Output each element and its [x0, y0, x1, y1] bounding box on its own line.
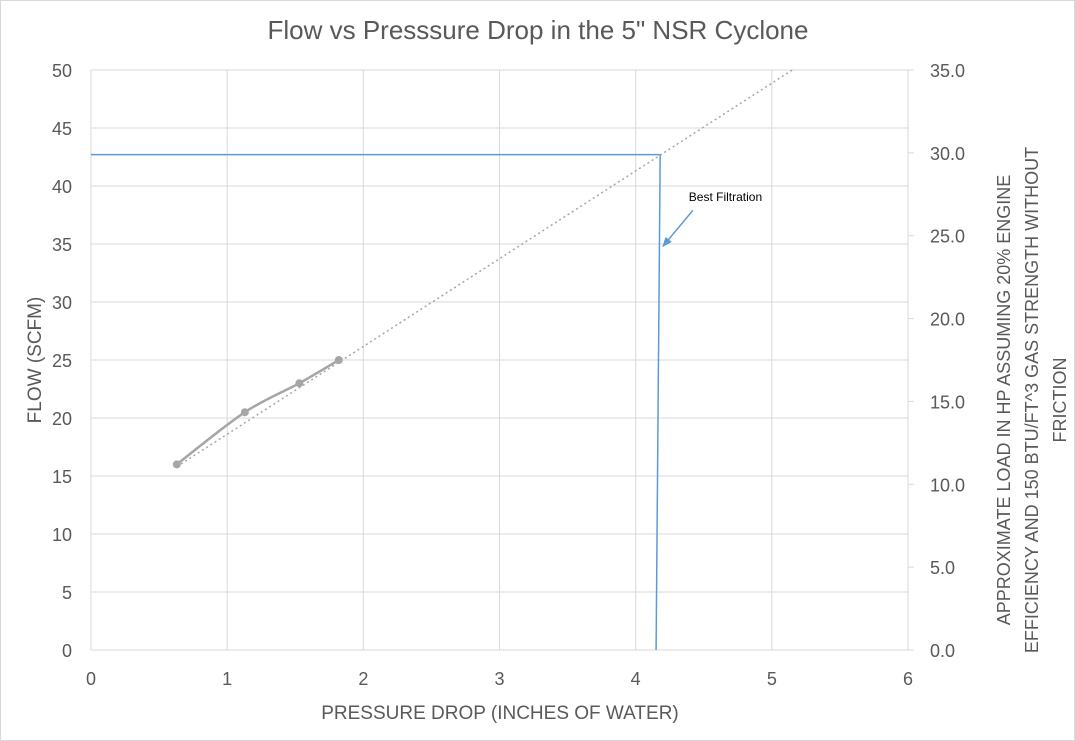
marker-line-vertical: [655, 154, 661, 651]
trendline: [176, 69, 793, 468]
y2-tick-label-3: 15.0: [930, 392, 965, 412]
y2-axis-label-line-3: FRICTION: [1050, 358, 1070, 443]
series-0-point-0: [172, 460, 181, 469]
y2-tick-label-0: 0.0: [930, 641, 955, 661]
x-tick-label-4: 4: [631, 669, 641, 689]
y-tick-label-7: 35: [52, 235, 72, 255]
x-tick-labels: 0 1 2 3 4 5 6: [86, 669, 913, 689]
x-tick-label-5: 5: [767, 669, 777, 689]
series-0-point-1: [240, 408, 249, 417]
chart-title: Flow vs Presssure Drop in the 5" NSR Cyc…: [268, 15, 809, 45]
y-tick-labels: 0 5 10 15 20 25 30 35 40 45 50: [52, 61, 72, 661]
x-axis-label: PRESSURE DROP (INCHES OF WATER): [321, 703, 679, 724]
marks: Best Filtration: [91, 69, 793, 651]
y2-axis-label-line-1: APPROXIMATE LOAD IN HP ASSUMING 20% ENGI…: [994, 175, 1014, 625]
series-0-line: [176, 358, 340, 466]
y2-tick-label-4: 20.0: [930, 310, 965, 330]
series-0-point-2: [295, 379, 304, 388]
annotation-text: Best Filtration: [689, 190, 762, 204]
y2-tick-label-7: 35.0: [930, 61, 965, 81]
y2-tick-label-1: 5.0: [930, 558, 955, 578]
grid: [90, 69, 914, 651]
x-tick-label-6: 6: [903, 669, 913, 689]
y-tick-label-9: 45: [52, 119, 72, 139]
y2-axis-label-line-2: EFFICIENCY AND 150 BTU/FT^3 GAS STRENGTH…: [1022, 147, 1042, 653]
y-tick-label-3: 15: [52, 467, 72, 487]
y-tick-label-10: 50: [52, 61, 72, 81]
y-axis-label: FLOW (SCFM): [25, 297, 46, 424]
series-0-point-3: [334, 356, 343, 364]
x-tick-label-3: 3: [494, 669, 504, 689]
y-tick-label-6: 30: [52, 293, 72, 313]
x-tick-label-2: 2: [358, 669, 368, 689]
y-tick-label-0: 0: [62, 641, 72, 661]
y2-tick-labels: 0.0 5.0 10.0 15.0 20.0 25.0 30.0 35.0: [930, 61, 965, 661]
y-tick-label-2: 10: [52, 525, 72, 545]
y-tick-label-8: 40: [52, 177, 72, 197]
annotation-arrow: [662, 209, 694, 248]
y2-axis-label: APPROXIMATE LOAD IN HP ASSUMING 20% ENGI…: [994, 147, 1070, 653]
y2-tick-label-6: 30.0: [930, 144, 965, 164]
y-tick-label-5: 25: [52, 351, 72, 371]
y2-tick-label-5: 25.0: [930, 227, 965, 247]
y-tick-label-4: 20: [52, 409, 72, 429]
y-tick-label-1: 5: [62, 583, 72, 603]
x-tick-label-1: 1: [222, 669, 232, 689]
y2-tick-label-2: 10.0: [930, 475, 965, 495]
x-tick-label-0: 0: [86, 669, 96, 689]
